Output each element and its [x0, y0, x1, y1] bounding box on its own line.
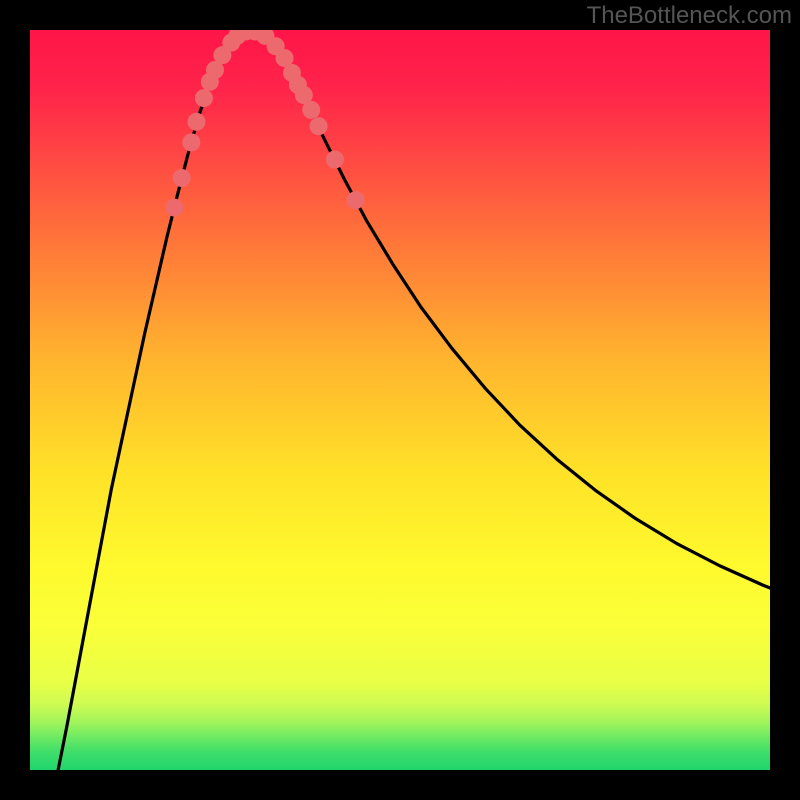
data-marker [302, 101, 320, 119]
bottleneck-curve [58, 30, 770, 770]
data-marker [173, 169, 191, 187]
data-marker [195, 89, 213, 107]
data-marker [326, 151, 344, 169]
data-marker [310, 117, 328, 135]
watermark-text: TheBottleneck.com [587, 2, 792, 30]
marker-group [165, 30, 364, 217]
plot-area [30, 30, 770, 770]
curve-layer [30, 30, 770, 770]
data-marker [165, 199, 183, 217]
data-marker [182, 133, 200, 151]
chart-root: TheBottleneck.com [0, 0, 800, 800]
data-marker [347, 191, 365, 209]
data-marker [188, 113, 206, 131]
